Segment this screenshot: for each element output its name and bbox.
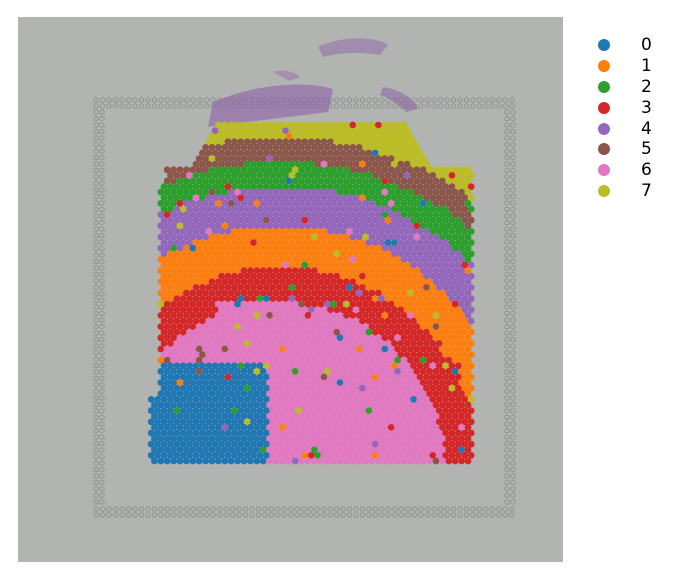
legend-label: 1 <box>641 56 652 77</box>
legend-swatch <box>598 39 610 52</box>
legend-item-1: 1 <box>590 56 670 77</box>
legend-item-6: 6 <box>590 160 670 181</box>
legend-item-0: 0 <box>590 35 670 56</box>
legend-label: 7 <box>641 180 652 201</box>
legend-label: 4 <box>641 118 652 139</box>
legend-item-2: 2 <box>590 77 670 98</box>
legend-label: 3 <box>641 97 652 118</box>
legend-swatch <box>598 164 610 177</box>
legend-label: 2 <box>641 76 652 97</box>
legend-item-5: 5 <box>590 139 670 160</box>
spot-layer <box>147 121 475 465</box>
legend-swatch <box>598 80 610 93</box>
legend-swatch <box>598 143 610 156</box>
legend-label: 6 <box>641 160 652 181</box>
legend-swatch <box>598 60 610 73</box>
legend-item-7: 7 <box>590 181 670 202</box>
legend-item-4: 4 <box>590 118 670 139</box>
legend-swatch <box>598 184 610 197</box>
spatial-tissue-image <box>18 17 563 562</box>
legend-swatch <box>598 122 610 135</box>
purple-stain-artifacts <box>208 38 418 127</box>
legend-label: 0 <box>641 35 652 56</box>
legend-swatch <box>598 101 610 114</box>
legend-label: 5 <box>641 139 652 160</box>
legend-item-3: 3 <box>590 97 670 118</box>
